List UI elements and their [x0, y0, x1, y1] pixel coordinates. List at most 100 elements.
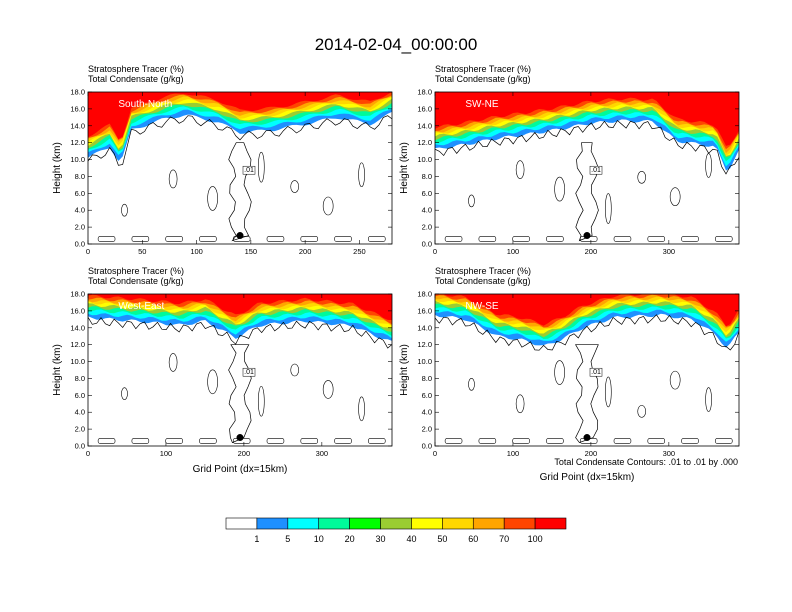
y-tick-label: 10.0 [417, 357, 432, 366]
contour-boundary-layer [647, 236, 665, 242]
tracer-band-9 [88, 92, 392, 140]
contour-boundary-layer [266, 236, 285, 242]
y-tick-label: 8.0 [75, 374, 85, 383]
y-tick-label: 12.0 [417, 138, 432, 147]
contour-cell [468, 378, 475, 391]
x-tick-label: 0 [433, 247, 437, 256]
contour-boundary-layer [444, 236, 463, 242]
y-tick-label: 10.0 [417, 155, 432, 164]
colorbar-swatch [472, 517, 505, 530]
contour-boundary-layer [165, 236, 183, 242]
colorbar-tick-label: 10 [314, 534, 324, 544]
y-tick-label: 6.0 [75, 189, 85, 198]
contour-cell [604, 193, 612, 224]
x-tick-label: 300 [663, 247, 676, 256]
y-tick-label: 2.0 [422, 223, 432, 232]
chart-panel-3: .01 0.0 2.0 4.0 6.0 8.0 10.0 12.0 14.0 16.0 18.0 0 1… [52, 266, 393, 475]
contour-label: .01 [591, 167, 601, 174]
colorbar-tick-label: 50 [437, 534, 447, 544]
location-marker [236, 232, 244, 240]
contour-info-note: Total Condensate Contours: .01 to .01 by… [554, 457, 738, 467]
tracer-band-5 [88, 92, 392, 149]
colorbar-swatch [534, 517, 567, 530]
contour-boundary-layer [300, 236, 318, 242]
y-tick-label: 0.0 [75, 240, 85, 249]
x-tick-label: 100 [507, 449, 520, 458]
contour-boundary-layer [681, 438, 699, 444]
x-tick-label: 100 [507, 247, 520, 256]
contour-cell [290, 180, 300, 193]
contour-cell [257, 385, 265, 417]
colorbar-swatch [318, 517, 350, 530]
y-tick-label: 10.0 [70, 155, 85, 164]
x-tick-label: 250 [353, 247, 366, 256]
colorbar-tick-label: 100 [528, 534, 543, 544]
y-tick-label: 18.0 [417, 290, 432, 299]
contour-line-front [88, 115, 392, 166]
colorbar-swatch [349, 517, 381, 530]
y-tick-label: 8.0 [422, 374, 432, 383]
contour-label: .01 [244, 369, 254, 376]
y-tick-label: 18.0 [417, 88, 432, 97]
contour-cell [121, 203, 128, 217]
tracer-band-6 [88, 92, 392, 146]
colorbar-tick-label: 30 [376, 534, 386, 544]
contour-cell [705, 153, 712, 178]
contour-cell [168, 169, 178, 189]
contour-convective-column [228, 142, 252, 242]
location-marker [236, 434, 244, 442]
tracer-band-9 [435, 92, 739, 146]
plot-frame [434, 91, 740, 245]
contour-line-front [88, 317, 392, 349]
colorbar-tick-label: 40 [406, 534, 416, 544]
panel-label: South-North [118, 99, 172, 110]
contour-label-box [589, 367, 603, 377]
y-tick-label: 14.0 [70, 323, 85, 332]
colorbar-tick-label: 1 [254, 534, 259, 544]
y-tick-label: 10.0 [70, 357, 85, 366]
panel-label: SW-NE [465, 99, 498, 110]
contour-boundary-layer [613, 236, 632, 242]
contour-convective-column [574, 344, 599, 444]
contour-cell [207, 186, 218, 211]
contour-line-front [435, 314, 739, 351]
colorbar-swatch [411, 517, 443, 530]
contour-boundary-layer [131, 438, 150, 444]
contour-label-box [589, 165, 603, 175]
field-label-tracer: Stratosphere Tracer (%) [88, 64, 184, 74]
chart-panel-2: .01 0.0 2.0 4.0 6.0 8.0 10.0 12.0 14.0 16.0 18.0 0 1… [399, 64, 740, 256]
contour-label: .01 [591, 369, 601, 376]
field-label-tracer: Stratosphere Tracer (%) [435, 266, 531, 276]
tracer-field [88, 92, 392, 244]
contour-boundary-layer [199, 438, 217, 444]
x-tick-label: 0 [433, 449, 437, 458]
x-tick-label: 200 [585, 247, 598, 256]
y-tick-label: 2.0 [75, 425, 85, 434]
contour-boundary-layer [546, 236, 564, 242]
contour-boundary-layer [546, 438, 564, 444]
y-tick-label: 12.0 [417, 340, 432, 349]
contour-boundary-layer [478, 438, 497, 444]
colorbar-swatch [225, 517, 258, 530]
chart-panel-1: .01 0.0 2.0 4.0 6.0 8.0 10.0 12.0 14.0 16.0 18.0 0 5… [52, 64, 393, 256]
contour-boundary-layer [613, 438, 632, 444]
tracer-band-9 [88, 294, 392, 321]
x-tick-label: 300 [663, 449, 676, 458]
contour-label-box [242, 367, 256, 377]
panels: .01 0.0 2.0 4.0 6.0 8.0 10.0 12.0 14.0 16.0 18.0 0 5… [52, 64, 740, 483]
y-tick-label: 8.0 [422, 172, 432, 181]
y-tick-label: 14.0 [70, 121, 85, 130]
y-tick-label: 16.0 [417, 306, 432, 315]
contour-cell [637, 405, 647, 418]
contour-boundary-layer [334, 236, 352, 242]
y-tick-label: 6.0 [422, 189, 432, 198]
location-marker [583, 434, 591, 442]
plot-frame [87, 293, 393, 447]
contour-cell [322, 380, 334, 399]
contour-boundary-layer [681, 236, 699, 242]
contour-boundary-layer [266, 438, 285, 444]
contour-boundary-layer [97, 438, 116, 444]
tracer-field [88, 294, 392, 446]
contour-cell [168, 353, 178, 372]
